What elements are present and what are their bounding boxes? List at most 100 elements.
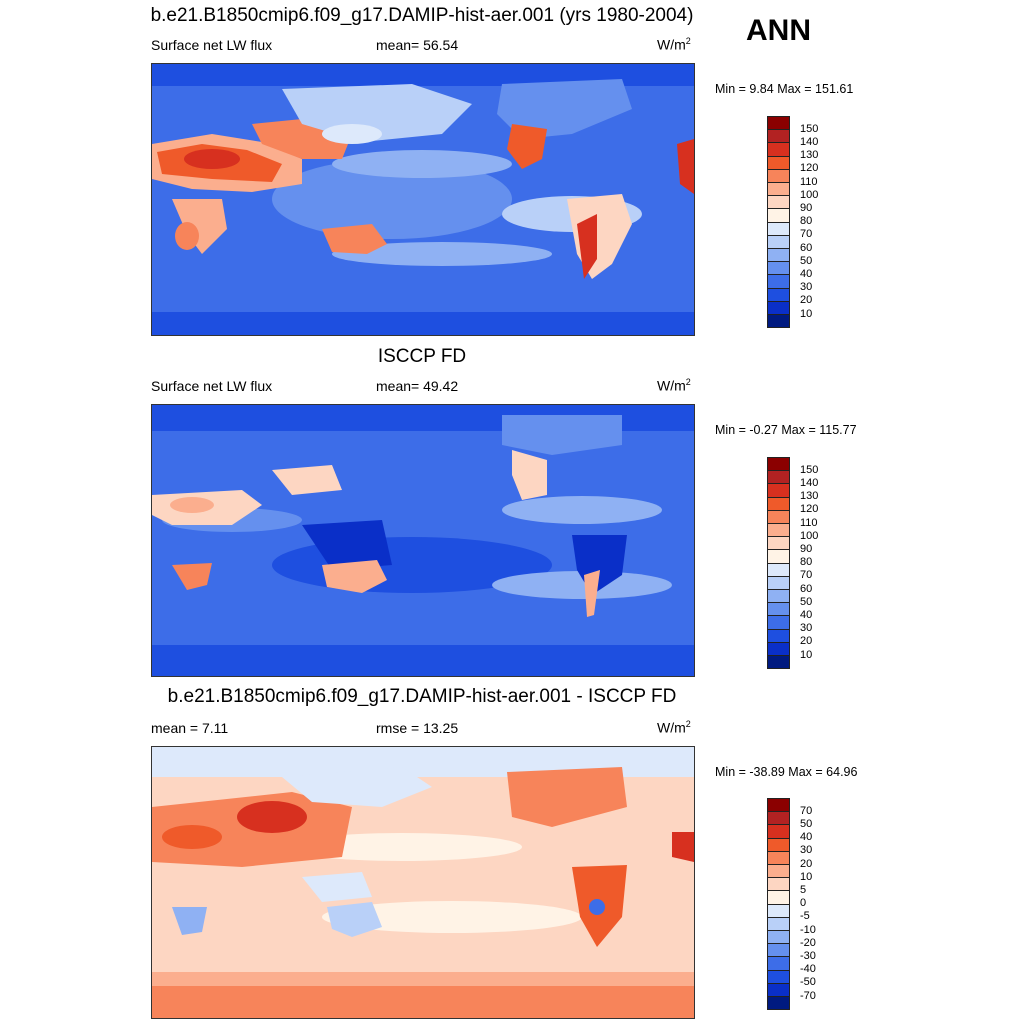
colorbar-swatch	[767, 287, 790, 302]
colorbar-label: -20	[800, 936, 816, 949]
colorbar-label: 40	[800, 608, 813, 621]
colorbar-swatch	[767, 850, 790, 865]
colorbar-label: -70	[800, 989, 816, 1002]
colorbar-swatch	[767, 300, 790, 315]
panel-3-mean-label: mean = 7.11	[151, 720, 229, 736]
colorbar-swatch	[767, 234, 790, 249]
colorbar-label: 20	[800, 857, 813, 870]
colorbar-label: 20	[800, 294, 813, 307]
colorbar-label: 100	[800, 188, 819, 201]
panel-1-map-svg	[152, 64, 694, 335]
colorbar-label: 70	[800, 228, 813, 241]
colorbar-label: 20	[800, 635, 813, 648]
colorbar-label: 60	[800, 241, 813, 254]
colorbar-swatch	[767, 877, 790, 892]
colorbar-swatch	[767, 824, 790, 839]
colorbar-label: 50	[800, 254, 813, 267]
colorbar-swatch	[767, 116, 790, 131]
colorbar-label: 130	[800, 490, 819, 503]
panel-1-mean-label: mean= 56.54	[376, 37, 459, 53]
colorbar-swatch	[767, 575, 790, 590]
panel-2-title: ISCCP FD	[377, 346, 467, 367]
colorbar-swatch	[767, 943, 790, 958]
panel-2-unit: W/m2	[657, 377, 691, 394]
colorbar-swatch	[767, 523, 790, 538]
colorbar-label: 50	[800, 595, 813, 608]
colorbar-swatch	[767, 916, 790, 931]
colorbar-label: 30	[800, 844, 813, 857]
panel-2-map	[151, 404, 695, 677]
colorbar-swatch	[767, 168, 790, 183]
colorbar-label: 120	[800, 162, 819, 175]
colorbar-label: -40	[800, 963, 816, 976]
colorbar-swatch	[767, 641, 790, 656]
colorbar-swatch	[767, 261, 790, 276]
colorbar-swatch	[767, 221, 790, 236]
colorbar-swatch	[767, 509, 790, 524]
panel-1-unit: W/m2	[657, 36, 691, 53]
colorbar-label: -5	[800, 910, 810, 923]
panel-3-map-svg	[152, 747, 694, 1018]
panel-3-minmax: Min = -38.89 Max = 64.96	[715, 765, 858, 779]
colorbar-label: 150	[800, 463, 819, 476]
colorbar-swatch	[767, 589, 790, 604]
colorbar-swatch	[767, 655, 790, 670]
colorbar-swatch	[767, 628, 790, 643]
panel-1-map	[151, 63, 695, 336]
panel-3-map	[151, 746, 695, 1019]
colorbar-swatch	[767, 982, 790, 997]
colorbar-label: 100	[800, 529, 819, 542]
colorbar-swatch	[767, 155, 790, 170]
colorbar-swatch	[767, 930, 790, 945]
colorbar-swatch	[767, 549, 790, 564]
season-label: ANN	[746, 14, 811, 47]
colorbar-label: 140	[800, 135, 819, 148]
colorbar-label: -10	[800, 923, 816, 936]
colorbar-label: 120	[800, 503, 819, 516]
colorbar-swatch	[767, 483, 790, 498]
colorbar-swatch	[767, 890, 790, 905]
colorbar-label: 130	[800, 149, 819, 162]
colorbar-label: 40	[800, 831, 813, 844]
colorbar-label: 40	[800, 267, 813, 280]
panel-3-unit: W/m2	[657, 719, 691, 736]
colorbar-label: -30	[800, 949, 816, 962]
panel-2-mean-label: mean= 49.42	[376, 378, 459, 394]
colorbar-swatch	[767, 274, 790, 289]
panel-2-minmax: Min = -0.27 Max = 115.77	[715, 423, 857, 437]
colorbar-label: 0	[800, 897, 807, 910]
colorbar-swatch	[767, 457, 790, 472]
colorbar-swatch	[767, 470, 790, 485]
colorbar-label: 5	[800, 883, 807, 896]
colorbar-label: 90	[800, 201, 813, 214]
panel-1-title: b.e21.B1850cmip6.f09_g17.DAMIP-hist-aer.…	[150, 5, 694, 26]
colorbar-swatch	[767, 496, 790, 511]
colorbar-swatch	[767, 129, 790, 144]
colorbar-label: 110	[800, 175, 818, 188]
colorbar-swatch	[767, 798, 790, 813]
colorbar-swatch	[767, 248, 790, 263]
colorbar-swatch	[767, 208, 790, 223]
colorbar-label: 150	[800, 122, 819, 135]
colorbar-swatch	[767, 864, 790, 879]
colorbar-label: 140	[800, 476, 819, 489]
colorbar-swatch	[767, 615, 790, 630]
panel-3-rmse-label: rmse = 13.25	[376, 720, 459, 736]
colorbar-label: 110	[800, 516, 818, 529]
colorbar-swatch	[767, 837, 790, 852]
colorbar-label: 80	[800, 215, 813, 228]
colorbar-label: 10	[800, 870, 813, 883]
colorbar-swatch	[767, 314, 790, 329]
colorbar-swatch	[767, 903, 790, 918]
colorbar-swatch	[767, 956, 790, 971]
colorbar-swatch	[767, 811, 790, 826]
colorbar-swatch	[767, 195, 790, 210]
panel-1-minmax: Min = 9.84 Max = 151.61	[715, 82, 854, 96]
colorbar-swatch	[767, 996, 790, 1011]
colorbar-label: 90	[800, 542, 813, 555]
colorbar-swatch	[767, 969, 790, 984]
colorbar-swatch	[767, 562, 790, 577]
panel-3-title: b.e21.B1850cmip6.f09_g17.DAMIP-hist-aer.…	[167, 686, 677, 707]
panel-2-map-svg	[152, 405, 694, 676]
colorbar-label: 50	[800, 817, 813, 830]
